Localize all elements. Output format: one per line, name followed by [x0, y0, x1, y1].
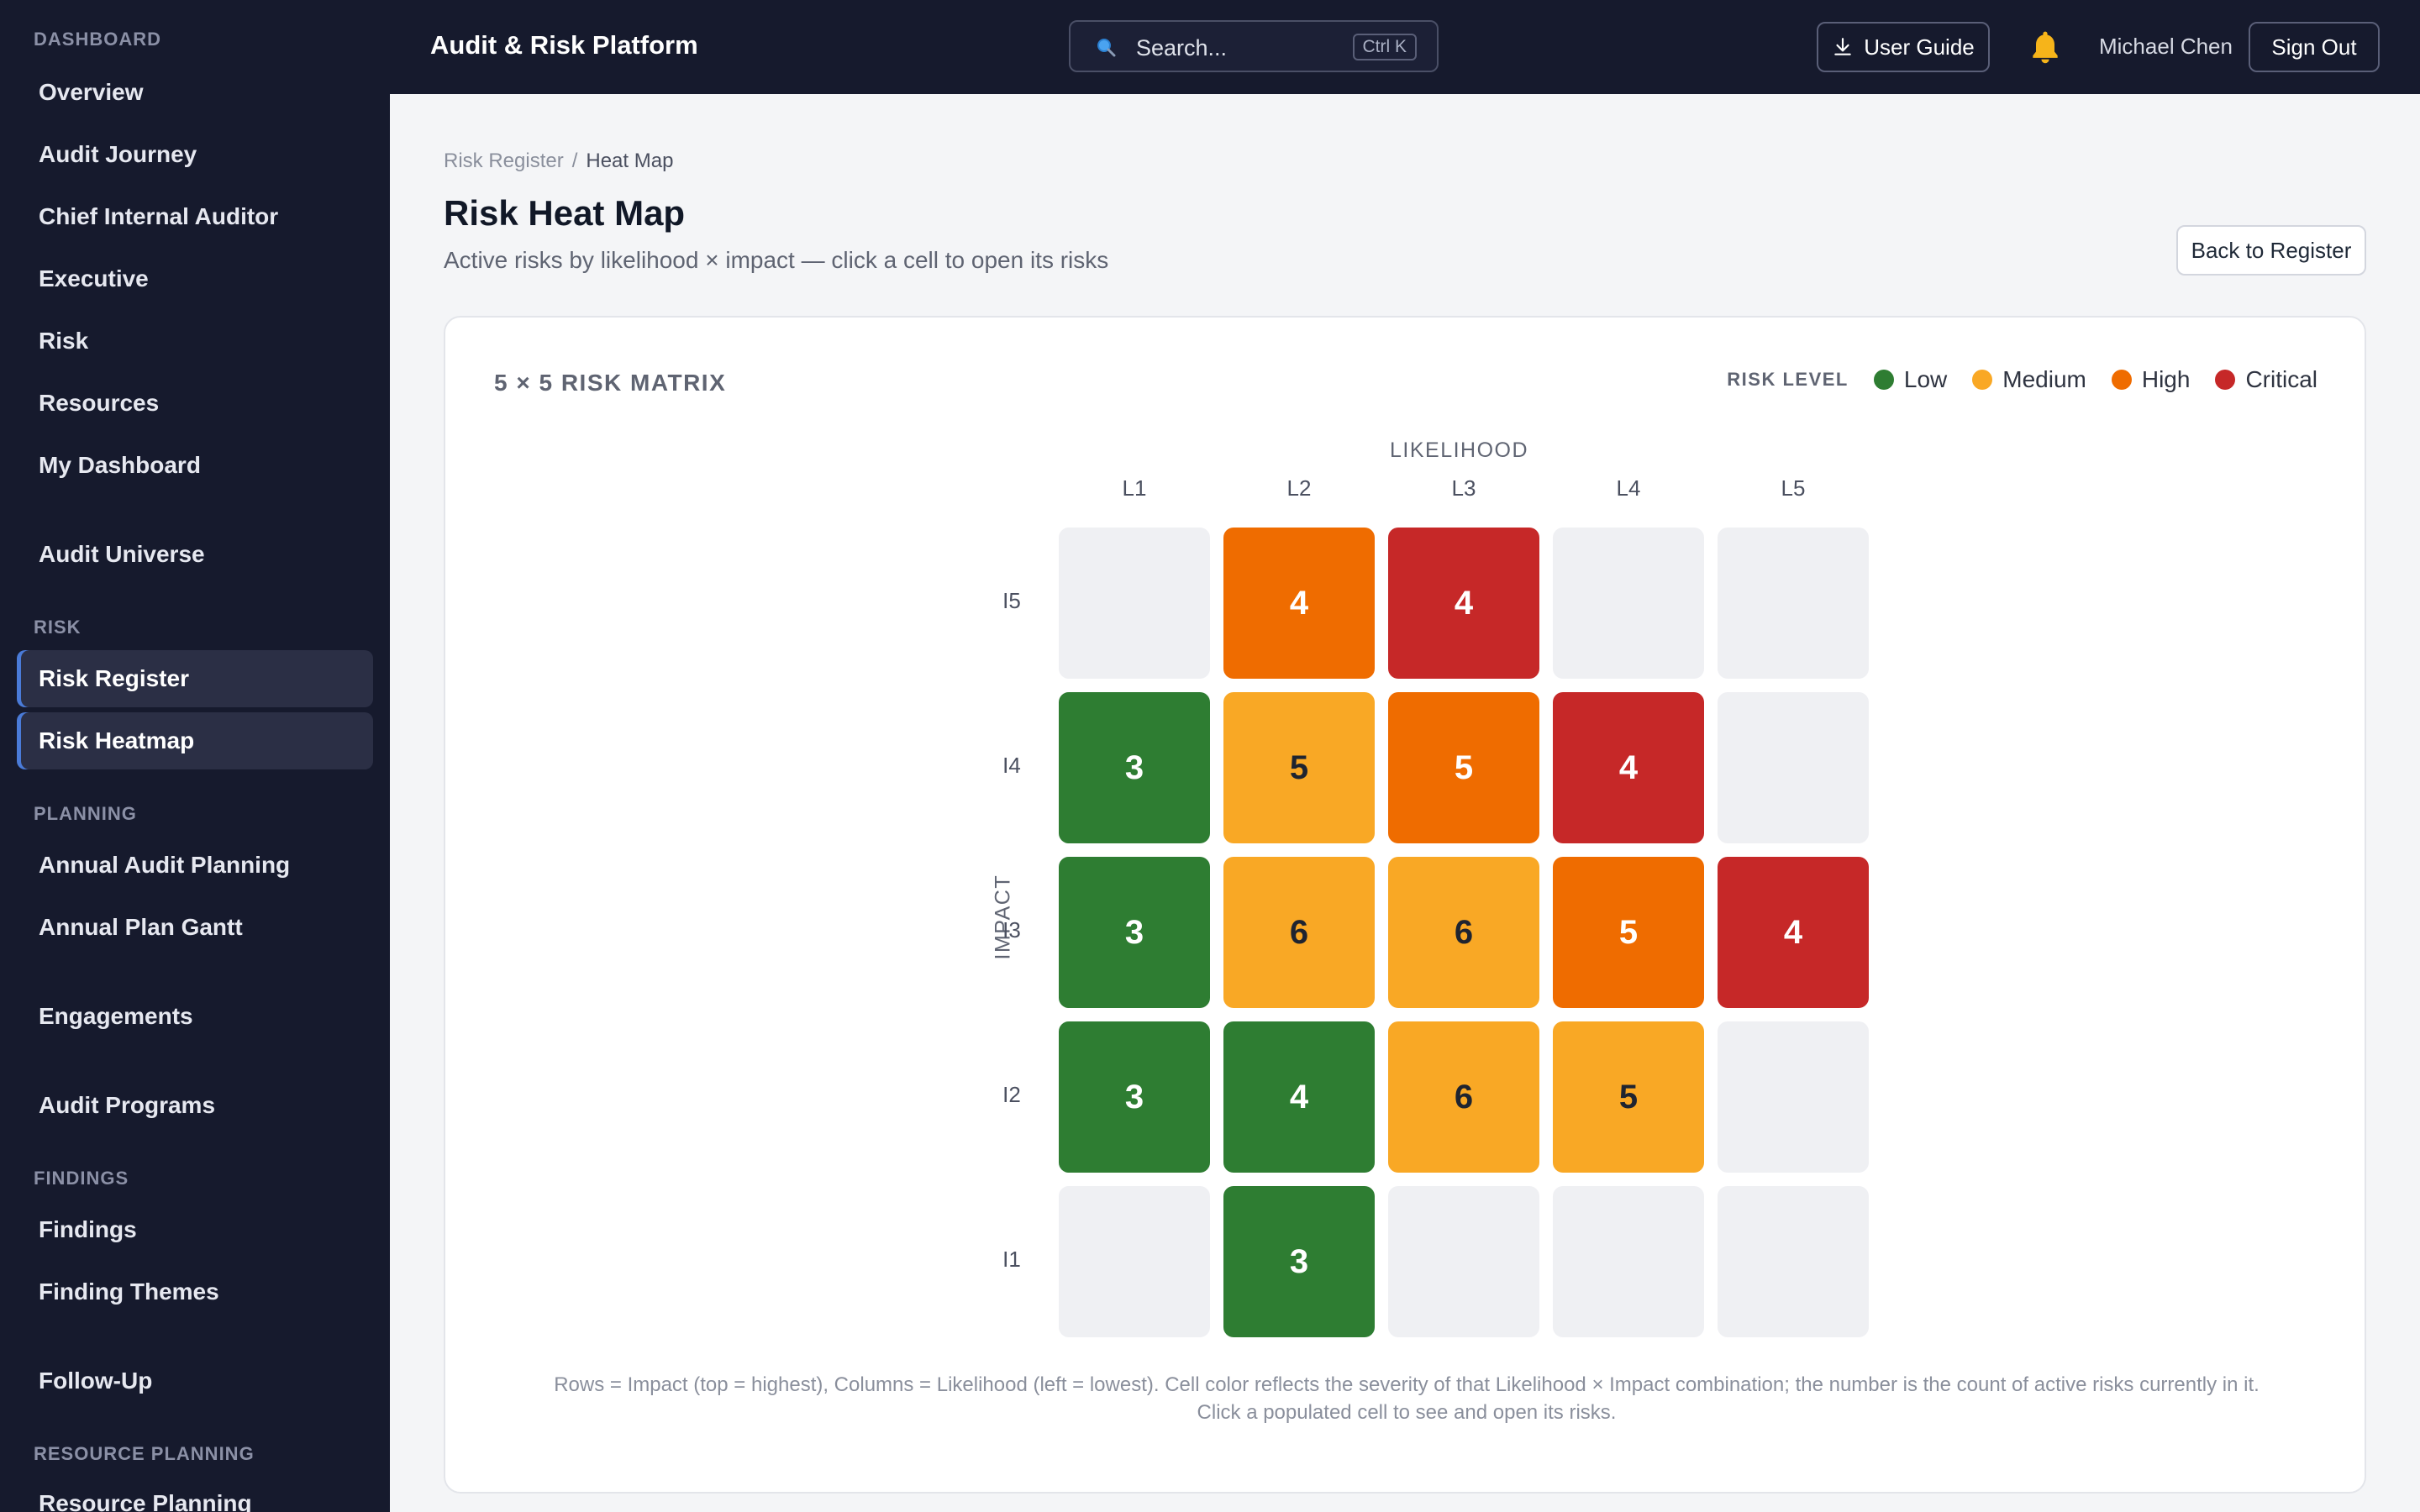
breadcrumb-current: Heat Map [586, 150, 674, 172]
sidebar: DASHBOARD Overview Audit Journey Chief I… [0, 0, 390, 1512]
legend-label-critical: Critical [2245, 366, 2317, 392]
column-label-l5: L5 [1781, 475, 1806, 501]
matrix-cell-i2-l3[interactable]: 6 [1388, 1021, 1539, 1173]
matrix-cell-i3-l2[interactable]: 6 [1223, 857, 1375, 1008]
footnote-line-1: Rows = Impact (top = highest), Columns =… [554, 1373, 2260, 1396]
sidebar-item-audit-universe[interactable]: Audit Universe [39, 541, 205, 567]
column-label-l3: L3 [1451, 475, 1476, 501]
sidebar-section-dashboard: DASHBOARD [34, 29, 161, 50]
legend-label-medium: Medium [2002, 366, 2086, 392]
user-guide-label: User Guide [1864, 34, 1975, 60]
legend-item-medium: Medium [1972, 366, 2086, 393]
notification-bell-icon[interactable] [2027, 29, 2064, 66]
matrix-cell-i5-l5 [1718, 528, 1869, 679]
breadcrumb-separator: / [571, 150, 578, 172]
back-to-register-button[interactable]: Back to Register [2176, 225, 2366, 276]
risk-matrix-card: 5 × 5 RISK MATRIX RISK LEVEL Low Medium … [444, 316, 2366, 1494]
matrix-footnote: Rows = Impact (top = highest), Columns =… [496, 1371, 2317, 1426]
matrix-cell-i3-l3[interactable]: 6 [1388, 857, 1539, 1008]
matrix-cell-i2-l2[interactable]: 4 [1223, 1021, 1375, 1173]
matrix-cell-i4-l5 [1718, 692, 1869, 843]
row-label-i4: I4 [1002, 753, 1021, 778]
likelihood-axis-title: LIKELIHOOD [1390, 438, 1529, 462]
matrix-cell-i1-l5 [1718, 1186, 1869, 1337]
sidebar-item-risk[interactable]: Risk [39, 328, 89, 354]
sidebar-item-annual-audit-planning[interactable]: Annual Audit Planning [39, 852, 291, 878]
matrix-title: 5 × 5 RISK MATRIX [494, 370, 727, 396]
legend-item-high: High [2111, 366, 2191, 393]
search-shortcut-hint: Ctrl K [1352, 34, 1417, 60]
sidebar-item-finding-themes[interactable]: Finding Themes [39, 1278, 219, 1305]
sidebar-item-annual-plan-gantt[interactable]: Annual Plan Gantt [39, 914, 243, 940]
sidebar-item-engagements[interactable]: Engagements [39, 1003, 193, 1029]
matrix-cell-i5-l3[interactable]: 4 [1388, 528, 1539, 679]
sign-out-button[interactable]: Sign Out [2249, 22, 2380, 72]
top-bar: Audit & Risk Platform Search... Ctrl K U… [390, 0, 2420, 94]
matrix-cell-i1-l4 [1553, 1186, 1704, 1337]
legend-swatch-medium [1972, 370, 1993, 390]
legend-item-low: Low [1873, 366, 1948, 393]
sidebar-item-my-dashboard[interactable]: My Dashboard [39, 452, 201, 478]
sidebar-item-chief-internal-auditor[interactable]: Chief Internal Auditor [39, 203, 279, 229]
row-label-i2: I2 [1002, 1082, 1021, 1107]
legend-label-high: High [2141, 366, 2191, 392]
column-label-l1: L1 [1122, 475, 1147, 501]
matrix-cell-i3-l1[interactable]: 3 [1059, 857, 1210, 1008]
page-subtitle: Active risks by likelihood × impact — cl… [444, 247, 1109, 273]
matrix-cell-i2-l4[interactable]: 5 [1553, 1021, 1704, 1173]
sidebar-section-findings: FINDINGS [34, 1168, 129, 1189]
legend-swatch-high [2111, 370, 2132, 390]
column-label-l2: L2 [1286, 475, 1312, 501]
matrix-cell-i1-l1 [1059, 1186, 1210, 1337]
sidebar-section-risk: RISK [34, 617, 82, 638]
sidebar-section-resource-planning: RESOURCE PLANNING [34, 1443, 255, 1464]
matrix-cell-i5-l2[interactable]: 4 [1223, 528, 1375, 679]
sidebar-section-planning: PLANNING [34, 803, 137, 824]
risk-level-legend: RISK LEVEL Low Medium High Critical [1727, 366, 2317, 393]
search-input[interactable]: Search... Ctrl K [1069, 20, 1439, 72]
sidebar-item-risk-heatmap[interactable]: Risk Heatmap [17, 712, 373, 769]
row-label-i5: I5 [1002, 588, 1021, 613]
matrix-cell-i1-l3 [1388, 1186, 1539, 1337]
sidebar-item-resource-planning[interactable]: Resource Planning [39, 1490, 252, 1512]
sidebar-item-overview[interactable]: Overview [39, 79, 144, 105]
footnote-line-2: Click a populated cell to see and open i… [1197, 1401, 1617, 1424]
user-name: Michael Chen [2099, 34, 2233, 59]
matrix-cell-i3-l4[interactable]: 5 [1553, 857, 1704, 1008]
breadcrumb-risk-register[interactable]: Risk Register [444, 150, 564, 172]
matrix-cell-i4-l4[interactable]: 4 [1553, 692, 1704, 843]
page-title: Risk Heat Map [444, 193, 686, 233]
column-label-l4: L4 [1616, 475, 1641, 501]
row-label-i1: I1 [1002, 1247, 1021, 1272]
user-guide-button[interactable]: User Guide [1817, 22, 1990, 72]
matrix-cell-i5-l4 [1553, 528, 1704, 679]
matrix-cell-i4-l1[interactable]: 3 [1059, 692, 1210, 843]
matrix-cell-i2-l5 [1718, 1021, 1869, 1173]
matrix-cell-i1-l2[interactable]: 3 [1223, 1186, 1375, 1337]
search-placeholder: Search... [1136, 35, 1228, 60]
row-label-i3: I3 [1002, 917, 1021, 942]
legend-swatch-critical [2215, 370, 2236, 390]
matrix-cell-i3-l5[interactable]: 4 [1718, 857, 1869, 1008]
sidebar-item-executive[interactable]: Executive [39, 265, 149, 291]
matrix-cell-i4-l2[interactable]: 5 [1223, 692, 1375, 843]
search-icon [1097, 39, 1116, 57]
legend-item-critical: Critical [2215, 366, 2317, 393]
matrix-cell-i2-l1[interactable]: 3 [1059, 1021, 1210, 1173]
legend-label-low: Low [1903, 366, 1948, 392]
sidebar-item-risk-register[interactable]: Risk Register [17, 650, 373, 707]
breadcrumb: Risk Register / Heat Map [444, 150, 673, 173]
sidebar-item-resources[interactable]: Resources [39, 390, 160, 416]
sidebar-item-audit-journey[interactable]: Audit Journey [39, 141, 197, 167]
legend-title: RISK LEVEL [1727, 369, 1849, 390]
download-icon [1834, 38, 1851, 55]
sidebar-item-follow-up[interactable]: Follow-Up [39, 1368, 153, 1394]
app-title: Audit & Risk Platform [430, 30, 698, 60]
matrix-cell-i5-l1 [1059, 528, 1210, 679]
sidebar-item-audit-programs[interactable]: Audit Programs [39, 1092, 216, 1118]
matrix-cell-i4-l3[interactable]: 5 [1388, 692, 1539, 843]
legend-swatch-low [1873, 370, 1894, 390]
sidebar-item-findings[interactable]: Findings [39, 1216, 137, 1242]
